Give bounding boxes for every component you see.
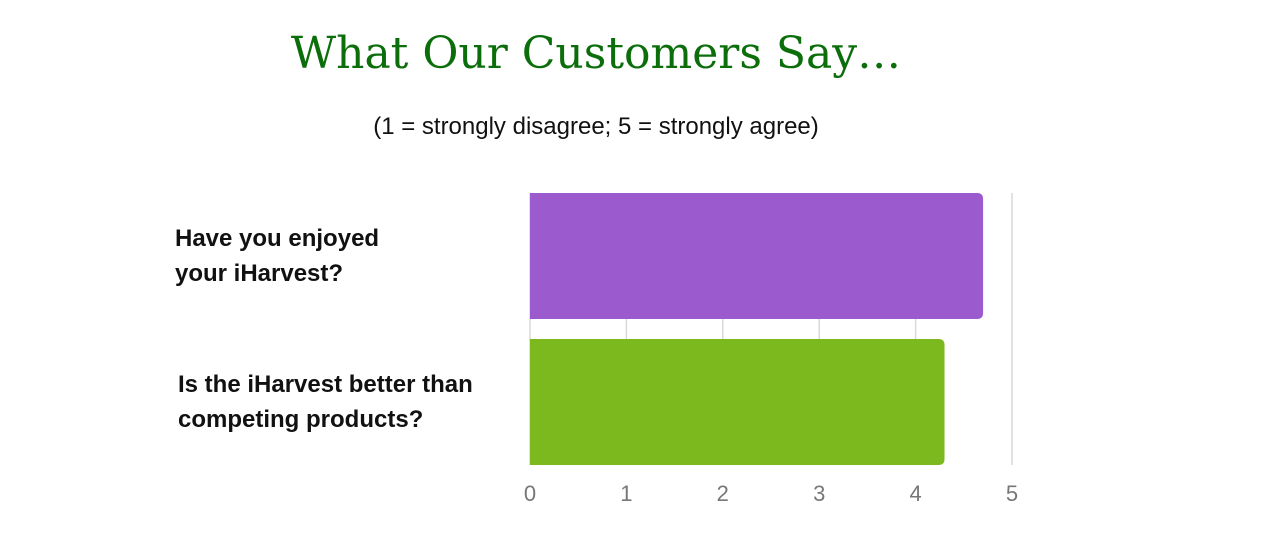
bar xyxy=(530,193,984,319)
chart-subtitle: (1 = strongly disagree; 5 = strongly agr… xyxy=(373,113,819,140)
x-tick-label: 5 xyxy=(1006,481,1018,506)
x-tick-label: 2 xyxy=(717,481,729,506)
category-label: Have you enjoyed your iHarvest? xyxy=(175,225,380,287)
bar xyxy=(530,339,945,465)
x-tick-label: 3 xyxy=(813,481,825,506)
x-tick-label: 4 xyxy=(909,481,921,506)
chart-title: What Our Customers Say… xyxy=(291,28,901,79)
x-tick-label: 1 xyxy=(620,481,632,506)
x-tick-label: 0 xyxy=(524,481,536,506)
category-label: Is the iHarvest better than competing pr… xyxy=(178,371,473,433)
